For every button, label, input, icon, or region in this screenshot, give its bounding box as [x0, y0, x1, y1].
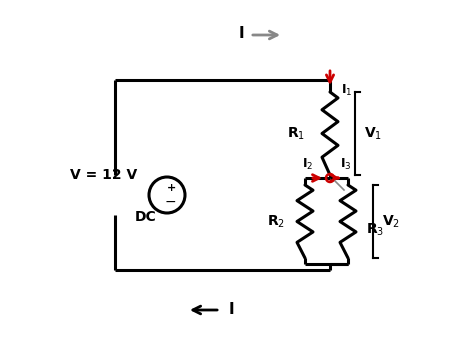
Text: V$_2$: V$_2$	[382, 213, 400, 230]
Text: DC: DC	[135, 210, 157, 224]
Text: +: +	[167, 183, 177, 193]
Text: I: I	[238, 26, 244, 42]
Text: I: I	[228, 301, 234, 317]
Text: I$_3$: I$_3$	[340, 156, 352, 172]
Text: I$_2$: I$_2$	[302, 156, 314, 172]
Text: R$_1$: R$_1$	[287, 125, 305, 142]
Text: V$_1$: V$_1$	[364, 125, 382, 142]
Text: I$_1$: I$_1$	[341, 82, 353, 97]
Text: R$_3$: R$_3$	[366, 221, 384, 238]
Text: R$_2$: R$_2$	[267, 213, 285, 230]
Text: V = 12 V: V = 12 V	[70, 168, 137, 182]
Text: −: −	[164, 195, 176, 209]
